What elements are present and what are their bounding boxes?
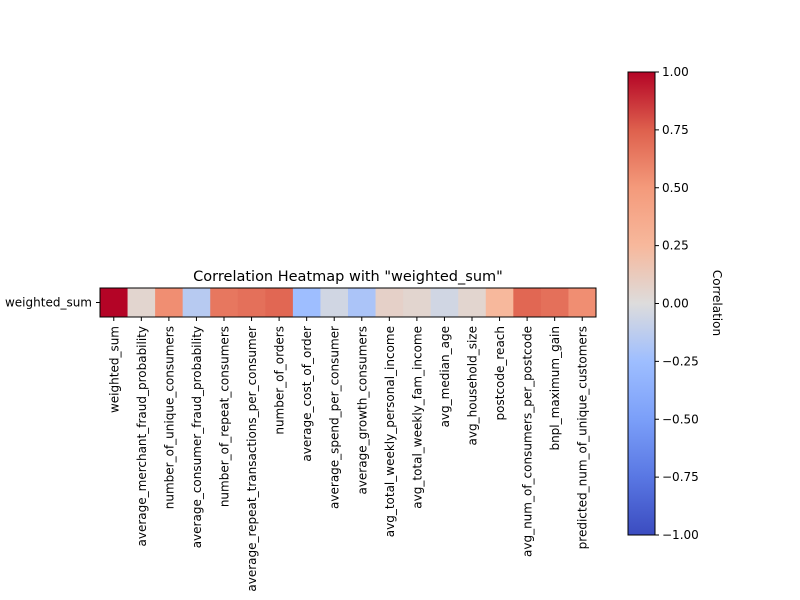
heatmap-cell: [320, 288, 349, 317]
colorbar-tick-label: 0.50: [662, 181, 689, 195]
column-label: predicted_num_of_unique_customers: [576, 326, 590, 549]
column-label: avg_total_weekly_fam_income: [410, 326, 424, 509]
colorbar-tick-label: −0.25: [662, 354, 699, 368]
column-label: postcode_reach: [493, 326, 507, 420]
colorbar: [627, 71, 656, 536]
heatmap-cell: [348, 288, 376, 317]
column-label: average_merchant_fraud_probability: [135, 326, 149, 547]
heatmap-cell: [403, 288, 432, 317]
heatmap-cell: [540, 288, 569, 317]
heatmap-cell: [265, 288, 294, 317]
column-label: avg_total_weekly_personal_income: [383, 326, 397, 537]
column-label: average_growth_consumers: [355, 326, 369, 495]
heatmap-cell: [430, 288, 459, 317]
colorbar-tick-label: −1.00: [662, 528, 699, 542]
heatmap-cell: [292, 288, 321, 317]
colorbar-tick-label: 0.75: [662, 123, 689, 137]
column-label: number_of_orders: [273, 326, 287, 435]
colorbar-tick-label: −0.75: [662, 470, 699, 484]
column-label: bnpl_maximum_gain: [548, 326, 562, 451]
column-label: number_of_unique_consumers: [162, 326, 176, 509]
column-label: weighted_sum: [107, 326, 121, 413]
heatmap-cell: [485, 288, 514, 317]
column-label: average_consumer_fraud_probability: [190, 326, 204, 548]
colorbar-tick-label: 0.25: [662, 239, 689, 253]
row-label: weighted_sum: [5, 296, 92, 310]
colorbar-tick-label: −0.50: [662, 412, 699, 426]
column-label: avg_household_size: [466, 326, 480, 445]
heatmap-cell: [155, 288, 184, 317]
row-labels: weighted_sum: [5, 296, 100, 310]
column-label: avg_median_age: [438, 326, 452, 427]
column-labels: weighted_sum average_merchant_fraud_proba…: [107, 317, 590, 592]
heatmap-cell: [237, 288, 266, 317]
heatmap-cells: [100, 288, 597, 317]
heatmap-cell: [182, 288, 211, 317]
heatmap-cell: [458, 288, 487, 317]
heatmap-cell: [210, 288, 239, 317]
column-label: average_cost_of_order: [300, 326, 314, 462]
colorbar-ticks: 1.00 0.75 0.50 0.25 0.00 −0.25 −0.50 −0.75 −1.00: [655, 65, 699, 542]
heatmap-cell: [127, 288, 156, 317]
heatmap-cell: [513, 288, 542, 317]
heatmap-cell: [568, 288, 597, 317]
colorbar-tick-label: 1.00: [662, 65, 689, 79]
column-label: number_of_repeat_consumers: [218, 326, 232, 507]
column-label: avg_num_of_consumers_per_postcode: [521, 326, 535, 557]
chart-title: Correlation Heatmap with "weighted_sum": [193, 269, 503, 285]
column-label: average_spend_per_consumer: [328, 326, 342, 509]
heatmap-cell: [375, 288, 404, 317]
column-label: average_repeat_transactions_per_consumer: [245, 326, 259, 592]
colorbar-label: Correlation: [710, 270, 724, 336]
heatmap-cell: [100, 288, 128, 317]
colorbar-tick-label: 0.00: [662, 297, 689, 311]
